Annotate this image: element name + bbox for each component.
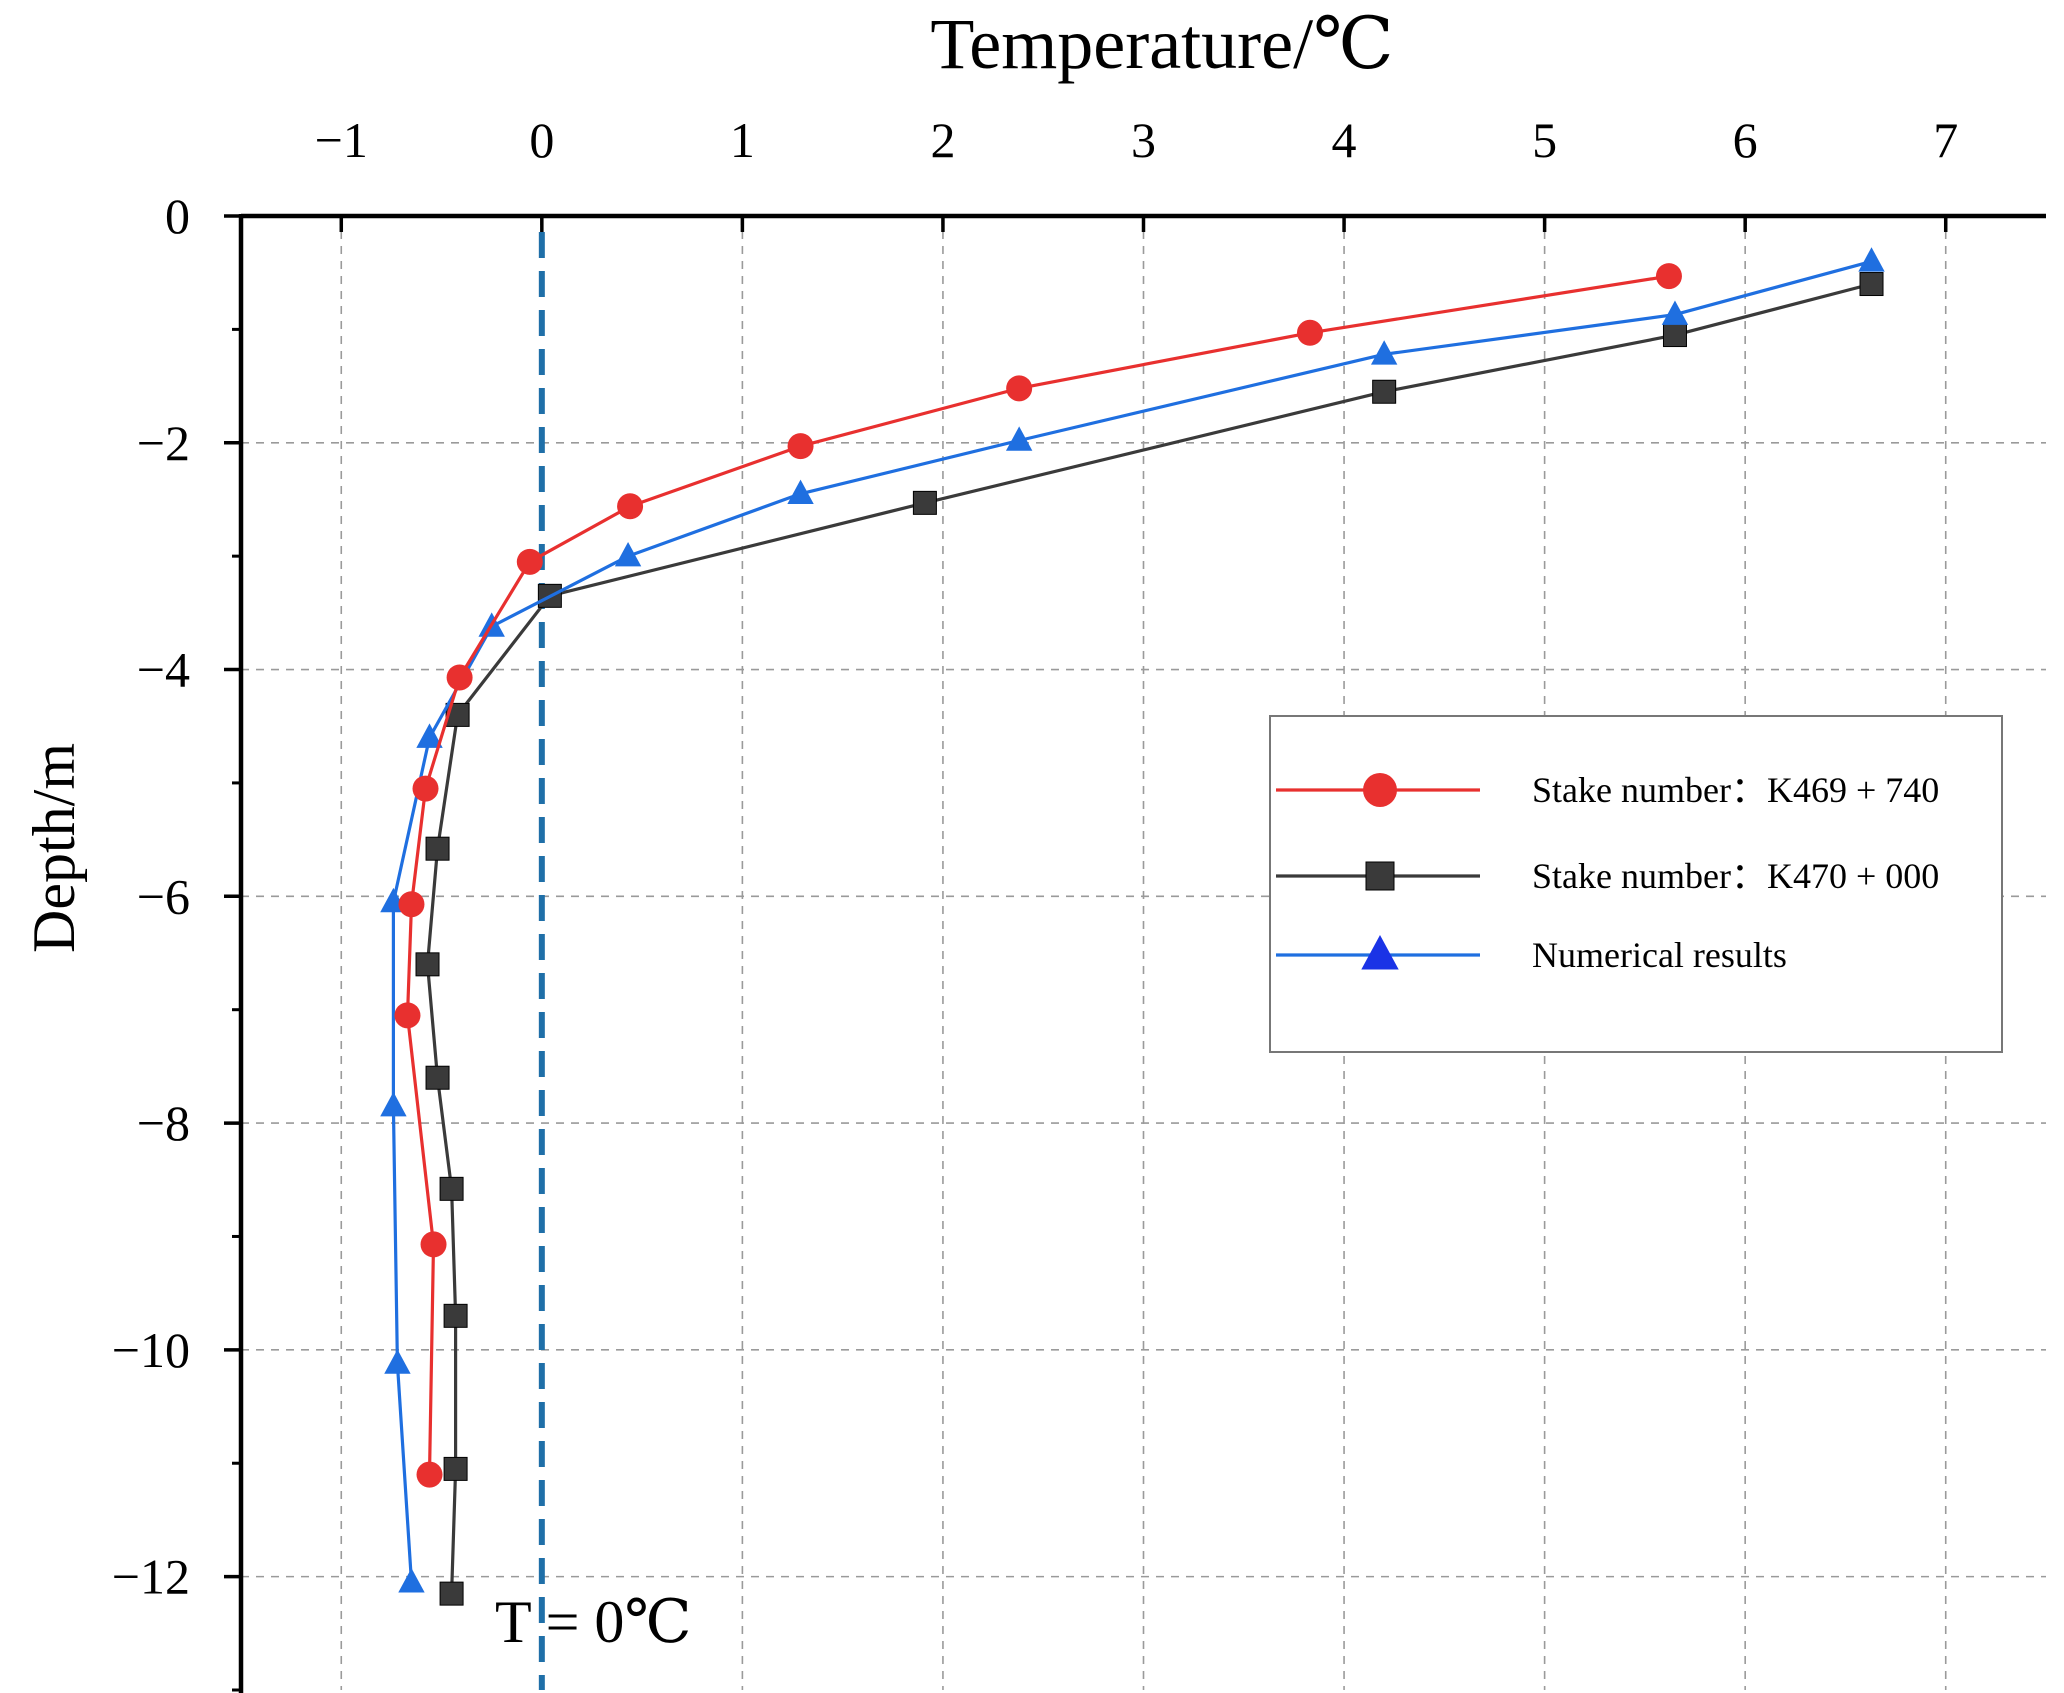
axes-layer: −1 0 1 2 3 4 5 6 70−2−4−6−8−10−12	[112, 112, 2046, 1693]
legend-item-3: Numerical results	[1276, 934, 1787, 975]
data-point-circle	[398, 891, 425, 918]
x-tick-label: −1	[315, 112, 368, 168]
y-tick-label: −2	[137, 415, 190, 471]
series-line	[391, 259, 1872, 1583]
data-point-triangle	[380, 1091, 407, 1117]
legend-marker-circle	[1363, 773, 1397, 807]
series-layer	[380, 247, 1885, 1606]
y-tick-label: −6	[137, 868, 190, 924]
data-point-circle	[787, 433, 814, 460]
data-point-circle	[446, 664, 473, 691]
data-point-square	[912, 490, 937, 515]
y-tick-label: 0	[165, 188, 190, 244]
y-tick-label: −8	[137, 1095, 190, 1151]
data-point-circle	[1296, 319, 1323, 346]
data-point-square	[425, 1065, 450, 1090]
legend-label: Numerical results	[1532, 935, 1787, 975]
legend-item-1: Stake number：K469 + 740	[1276, 770, 1939, 810]
data-point-circle	[412, 775, 439, 802]
data-point-circle	[416, 1461, 443, 1488]
x-tick-label: 6	[1733, 112, 1758, 168]
data-point-square	[439, 1176, 464, 1201]
data-point-square	[415, 952, 440, 977]
data-point-triangle	[1370, 340, 1398, 365]
legend-label: Stake number：K469 + 740	[1532, 770, 1939, 810]
data-point-circle	[516, 548, 543, 575]
data-point-triangle	[384, 1349, 411, 1374]
x-tick-label: 7	[1933, 112, 1958, 168]
x-tick-label: 3	[1131, 112, 1156, 168]
y-tick-label: −4	[137, 642, 190, 698]
labels-layer: Temperature/℃ Depth/m T = 0℃	[21, 4, 1394, 1655]
x-tick-label: 5	[1532, 112, 1557, 168]
data-point-circle	[394, 1002, 421, 1029]
data-point-circle	[420, 1231, 447, 1258]
legend-label: Stake number：K470 + 000	[1532, 856, 1939, 896]
data-point-square	[443, 1303, 468, 1328]
data-point-circle	[617, 493, 644, 520]
series-2	[415, 272, 1884, 1606]
data-point-triangle	[1005, 426, 1033, 451]
legend-item-2: Stake number：K470 + 000	[1276, 856, 1939, 896]
reference-line-label: T = 0℃	[495, 1589, 692, 1655]
legend-marker-square	[1365, 861, 1395, 891]
x-tick-label: 4	[1332, 112, 1357, 168]
x-tick-label: 1	[730, 112, 755, 168]
legend-marker-triangle	[1361, 934, 1399, 970]
data-point-circle	[1006, 375, 1033, 402]
y-axis-title: Depth/m	[21, 743, 87, 953]
data-point-triangle	[614, 542, 642, 567]
data-point-square	[1372, 379, 1397, 404]
legend: Stake number：K469 + 740 Stake number：K470…	[1269, 715, 2003, 1053]
data-point-triangle	[1661, 300, 1689, 325]
series-1	[394, 263, 1682, 1488]
x-axis-title: Temperature/℃	[930, 4, 1393, 84]
data-point-square	[1662, 323, 1687, 348]
data-point-square	[439, 1581, 464, 1606]
x-tick-label: 2	[930, 112, 955, 168]
series-line	[405, 274, 1670, 1475]
data-point-circle	[1655, 263, 1682, 290]
data-point-triangle	[398, 1568, 425, 1593]
x-tick-label: 0	[529, 112, 554, 168]
data-point-triangle	[1858, 247, 1885, 272]
data-point-triangle	[787, 479, 814, 505]
y-tick-label: −12	[112, 1549, 190, 1605]
data-point-square	[443, 1456, 468, 1481]
data-point-square	[425, 836, 450, 861]
data-point-triangle	[416, 723, 443, 748]
data-point-square	[445, 702, 470, 727]
data-point-square	[1859, 272, 1884, 297]
y-tick-label: −10	[112, 1322, 190, 1378]
